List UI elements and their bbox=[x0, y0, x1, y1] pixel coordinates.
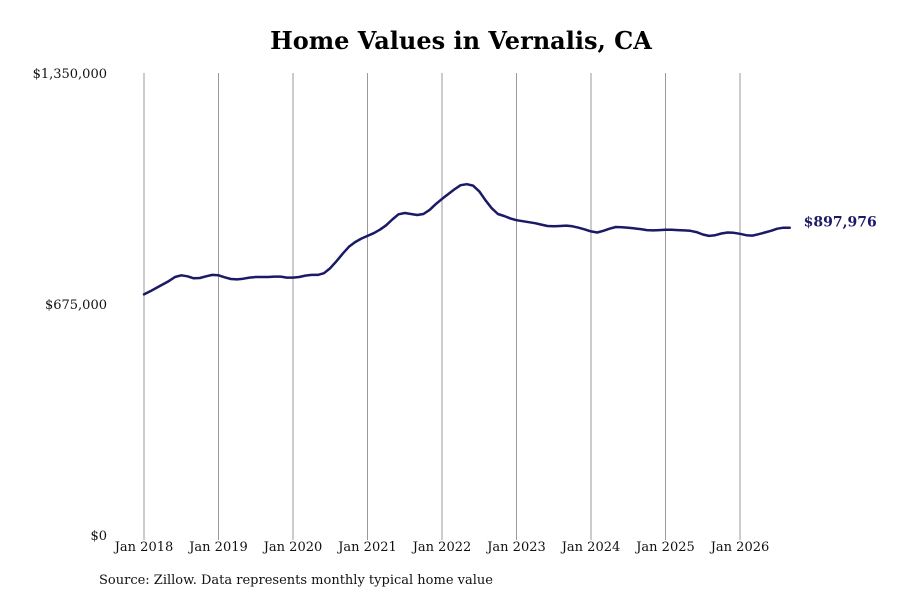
x-tick-label: Jan 2024 bbox=[560, 540, 621, 555]
x-tick-label: Jan 2023 bbox=[485, 540, 546, 555]
chart-title: Home Values in Vernalis, CA bbox=[270, 26, 652, 55]
y-tick-label: $675,000 bbox=[45, 298, 107, 313]
home-value-series-line bbox=[142, 182, 791, 296]
x-tick-label: Jan 2021 bbox=[336, 540, 397, 555]
x-axis-tick-labels: Jan 2018 Jan 2019 Jan 2020 Jan 2021 Jan 2022… bbox=[113, 540, 770, 555]
series-line-layer bbox=[142, 182, 791, 296]
x-tick-label: Jan 2022 bbox=[411, 540, 472, 555]
latest-value-label: $897,976 bbox=[804, 215, 877, 231]
vertical-gridlines bbox=[143, 73, 741, 540]
source-note: Source: Zillow. Data represents monthly … bbox=[99, 573, 493, 588]
x-tick-label: Jan 2025 bbox=[634, 540, 695, 555]
y-tick-label: $1,350,000 bbox=[33, 67, 107, 82]
y-tick-label: $0 bbox=[90, 529, 107, 544]
x-tick-label: Jan 2020 bbox=[262, 540, 323, 555]
end-value-label-layer: $897,976 bbox=[804, 215, 877, 231]
x-tick-label: Jan 2019 bbox=[187, 540, 248, 555]
x-tick-label: Jan 2026 bbox=[709, 540, 770, 555]
x-tick-label: Jan 2018 bbox=[113, 540, 174, 555]
y-axis-tick-labels: $0 $675,000 $1,350,000 bbox=[33, 67, 107, 544]
